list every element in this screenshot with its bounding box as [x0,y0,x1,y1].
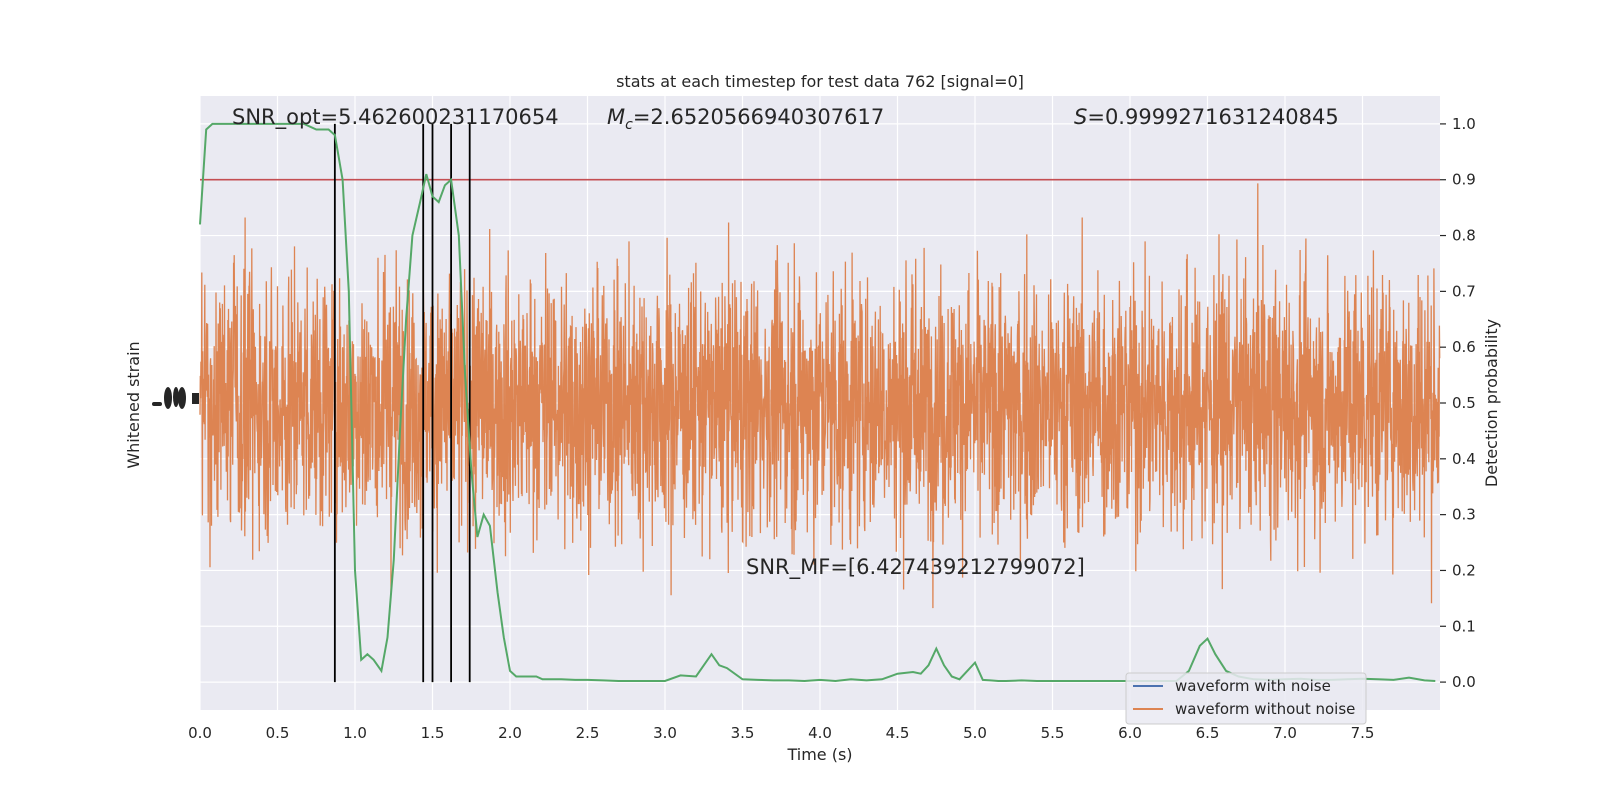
x-tick-label: 2.5 [576,724,600,742]
x-tick-label: 1.0 [343,724,367,742]
y-tick-label: 0.6 [1452,338,1476,356]
y-tick-label: 0.1 [1452,617,1476,635]
s-label: S=0.9999271631240845 [1074,105,1339,129]
legend-label-without-noise: waveform without noise [1175,700,1355,718]
left-axis-overlapping-ticks [152,387,199,409]
x-axis-title: Time (s) [786,745,852,764]
y-tick-label: 0.4 [1452,450,1476,468]
vertical-lines [333,123,471,683]
y-tick-label: 1.0 [1452,115,1476,133]
y-axis-ticks: 0.0 0.1 0.2 0.3 0.4 0.5 0.6 0.7 0.8 0.9 1.0 [1440,115,1476,691]
legend-label-with-noise: waveform with noise [1175,677,1331,695]
y-tick-label: 0.2 [1452,561,1476,579]
x-tick-label: 4.0 [808,724,832,742]
legend: waveform with noise waveform without noi… [1125,672,1367,725]
x-axis-ticks: 0.0 0.5 1.0 1.5 2.0 2.5 3.0 3.5 4.0 4.5 5.0 5.5 6.0 6… [188,724,1374,742]
x-tick-label: 7.5 [1351,724,1375,742]
y-tick-label: 0.0 [1452,673,1476,691]
x-tick-label: 3.5 [731,724,755,742]
x-tick-label: 7.0 [1273,724,1297,742]
x-tick-label: 5.5 [1041,724,1065,742]
x-tick-label: 5.0 [963,724,987,742]
x-tick-label: 6.5 [1196,724,1220,742]
x-tick-label: 3.0 [653,724,677,742]
mc-label: Mc=2.6520566940307617 [607,105,884,133]
y-tick-label: 0.3 [1452,506,1476,524]
y-tick-label: 0.8 [1452,227,1476,245]
waveform-without-noise [199,183,1441,609]
x-tick-label: 4.5 [886,724,910,742]
y-tick-label: 0.5 [1452,394,1476,412]
x-tick-label: 2.0 [498,724,522,742]
y-axis-right-title: Detection probability [1482,319,1501,487]
y-tick-label: 0.7 [1452,282,1476,300]
x-tick-label: 0.0 [188,724,212,742]
y-tick-label: 0.9 [1452,171,1476,189]
x-tick-label: 1.5 [421,724,445,742]
waveform-trace [199,183,1441,609]
x-tick-label: 6.0 [1118,724,1142,742]
x-tick-label: 0.5 [266,724,290,742]
y-axis-left-title: Whitened strain [124,341,143,468]
legend-box [1125,672,1367,725]
snr-opt-label: SNR_opt=5.462600231170654 [232,105,559,130]
snr-mf-label: SNR_MF=[6.427439212799072] [746,555,1085,580]
chart-title: stats at each timestep for test data 762… [616,72,1024,91]
